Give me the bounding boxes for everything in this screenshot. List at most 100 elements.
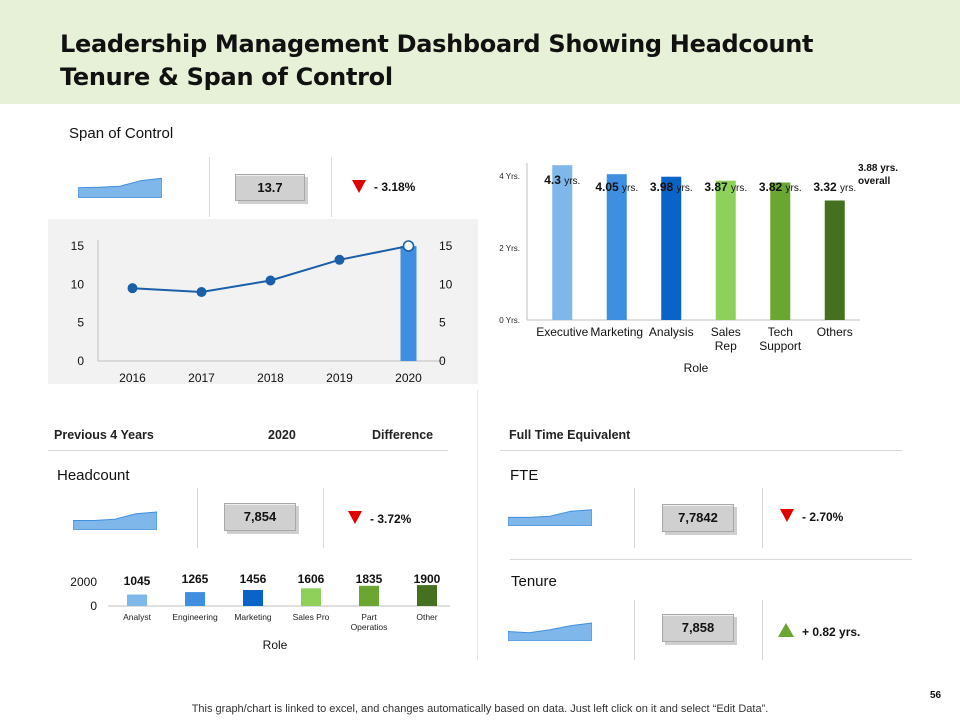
tenure-sparkline xyxy=(508,622,592,641)
tenure-by-role-chart: 0 Yrs. 2 Yrs. 4 Yrs. 4.3 yrs. Executive 4.05 … xyxy=(499,163,898,375)
headcount-chart-xtick-label: Operatios xyxy=(351,622,388,632)
tenure-chart-bar xyxy=(552,165,573,320)
headcount-chart-xtick-label: Analyst xyxy=(123,612,152,622)
fte-delta: - 2.70% xyxy=(802,510,844,524)
tenure-chart-annotation-line2: overall xyxy=(858,176,890,187)
col-previous-4-years: Previous 4 Years xyxy=(54,428,154,442)
headcount-delta: - 3.72% xyxy=(370,512,412,526)
span-value-box: 13.7 xyxy=(235,174,305,201)
span-chart-y2tick-label: 0 xyxy=(439,354,446,368)
page-title: Leadership Management Dashboard Showing … xyxy=(60,28,920,94)
span-chart-point xyxy=(265,275,276,286)
col-2020: 2020 xyxy=(268,428,296,442)
headcount-sparkline-area xyxy=(73,511,157,530)
tenure-chart-value-label: 4.3 yrs. xyxy=(544,173,580,187)
headcount-value-box: 7,854 xyxy=(224,503,296,531)
headcount-down-arrow-icon xyxy=(348,511,362,524)
tenure-chart-xtick-label: Analysis xyxy=(649,325,694,339)
tenure-chart-value-label: 3.87 yrs. xyxy=(704,180,747,194)
headcount-chart-value-label: 1835 xyxy=(356,572,383,586)
span-chart-point xyxy=(196,287,207,297)
headcount-chart-ytick-label: 2000 xyxy=(70,575,97,589)
span-chart-y2tick-label: 5 xyxy=(439,316,446,330)
tenure-chart-ytick-label: 0 Yrs. xyxy=(499,316,520,325)
span-sparkline-area xyxy=(78,177,162,198)
span-down-arrow-icon xyxy=(352,180,366,193)
headcount-chart-ytick-label: 0 xyxy=(90,599,97,613)
tenure-chart-bar xyxy=(770,182,791,320)
headcount-chart-bar xyxy=(127,594,147,606)
span-chart-xtick-label: 2020 xyxy=(395,371,422,385)
span-chart-y2tick-label: 10 xyxy=(439,277,453,291)
span-chart-y2tick-label: 15 xyxy=(439,239,453,253)
tenure-chart-xtick-label: Rep xyxy=(715,339,737,353)
page-title-line1: Leadership Management Dashboard Showing … xyxy=(60,30,814,58)
tenure-chart-bar xyxy=(606,174,627,320)
headcount-chart-xtick-label: Marketing xyxy=(234,612,272,622)
headcount-chart-bar xyxy=(417,585,437,606)
tenure-title: Tenure xyxy=(511,573,557,590)
tenure-chart-xtick-label: Others xyxy=(817,325,853,339)
headcount-chart-bar xyxy=(185,592,205,606)
headcount-title: Headcount xyxy=(57,467,130,484)
span-chart-bar xyxy=(400,246,417,361)
tenure-chart-xlabel: Role xyxy=(684,361,709,375)
headcount-chart-value-label: 1900 xyxy=(414,572,441,586)
tenure-chart-bar xyxy=(661,176,682,320)
tenure-chart-bar xyxy=(824,200,845,320)
tenure-up-arrow-icon xyxy=(778,623,794,637)
tenure-value-box: 7,858 xyxy=(662,614,734,642)
tenure-chart-ytick-label: 2 Yrs. xyxy=(499,244,520,253)
headcount-by-role-chart: 2000 0 1045 Analyst 1265 Engineering 1456 Marke… xyxy=(70,572,450,652)
headcount-sparkline xyxy=(73,511,157,530)
tenure-chart-ytick-label: 4 Yrs. xyxy=(499,172,520,181)
span-chart: 0 5 10 15 0 5 10 15 2016 2017 2018 2019 2020 xyxy=(71,239,453,385)
fte-value-box: 7,7842 xyxy=(662,504,734,532)
tenure-chart-value-label: 3.98 yrs. xyxy=(650,180,693,194)
headcount-chart-value-label: 1265 xyxy=(182,572,209,586)
col-difference: Difference xyxy=(372,428,434,442)
span-chart-point xyxy=(402,240,415,252)
span-of-control-title: Span of Control xyxy=(69,125,174,142)
headcount-chart-bar xyxy=(301,588,321,606)
tenure-chart-value-label: 4.05 yrs. xyxy=(595,180,638,194)
tenure-chart-xtick-label: Executive xyxy=(536,325,588,339)
span-chart-point xyxy=(334,254,345,265)
tenure-chart-xtick-label: Marketing xyxy=(590,325,643,339)
fte-header: Full Time Equivalent xyxy=(509,428,631,442)
headcount-chart-bar xyxy=(359,585,379,606)
span-sparkline xyxy=(78,177,162,198)
fte-title: FTE xyxy=(510,467,539,484)
span-chart-ytick-label: 10 xyxy=(71,277,85,291)
tenure-chart-annotation-line1: 3.88 yrs. xyxy=(858,163,898,174)
headcount-chart-xtick-label: Sales Pro xyxy=(293,612,330,622)
span-chart-ytick-label: 15 xyxy=(71,239,85,253)
page-number: 56 xyxy=(930,690,942,701)
tenure-chart-value-label: 3.82 yrs. xyxy=(759,180,802,194)
span-chart-xtick-label: 2017 xyxy=(188,371,215,385)
headcount-chart-xtick-label: Other xyxy=(416,612,437,622)
tenure-chart-bar xyxy=(715,180,736,320)
headcount-chart-value-label: 1045 xyxy=(124,574,151,588)
span-chart-xtick-label: 2019 xyxy=(326,371,353,385)
fte-down-arrow-icon xyxy=(780,509,794,522)
tenure-chart-xtick-label: Tech xyxy=(768,325,793,339)
headcount-chart-value-label: 1606 xyxy=(298,572,325,586)
headcount-chart-xtick-label: Part xyxy=(361,612,377,622)
span-chart-point xyxy=(127,283,138,294)
headcount-chart-bar xyxy=(243,589,263,606)
footer-note: This graph/chart is linked to excel, and… xyxy=(191,703,769,715)
tenure-chart-xtick-label: Support xyxy=(759,339,802,353)
tenure-sparkline-area xyxy=(508,622,592,641)
span-chart-ytick-label: 0 xyxy=(77,354,84,368)
page-title-line2: Tenure & Span of Control xyxy=(60,63,393,91)
span-chart-xtick-label: 2018 xyxy=(257,371,284,385)
header-banner: Leadership Management Dashboard Showing … xyxy=(0,0,960,104)
tenure-delta: + 0.82 yrs. xyxy=(802,625,861,639)
headcount-chart-xtick-label: Engineering xyxy=(172,612,218,622)
span-chart-xtick-label: 2016 xyxy=(119,371,146,385)
headcount-chart-xlabel: Role xyxy=(263,638,288,652)
span-chart-ytick-label: 5 xyxy=(77,316,84,330)
tenure-chart-xtick-label: Sales xyxy=(711,325,741,339)
fte-sparkline xyxy=(508,509,592,526)
